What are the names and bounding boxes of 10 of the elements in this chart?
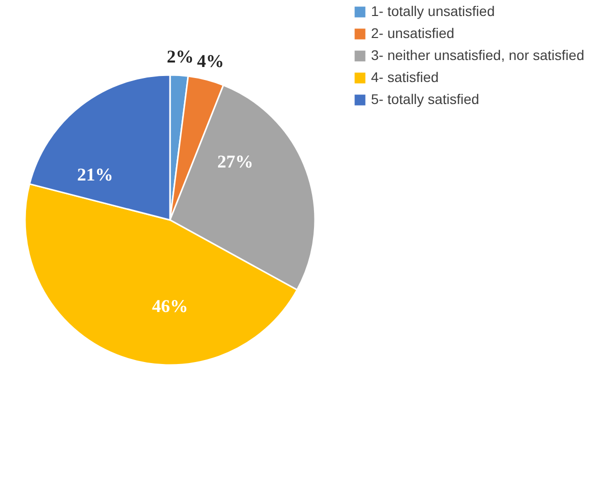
data-label: 2% [166, 46, 194, 66]
data-label: 27% [217, 151, 254, 172]
legend-label: 1- totally unsatisfied [371, 3, 495, 19]
data-label: 46% [152, 296, 188, 316]
legend-label: 2- unsatisfied [371, 25, 454, 41]
legend-label: 4- satisfied [371, 69, 439, 85]
legend-label: 3- neither unsatisfied, nor satisfied [371, 47, 584, 63]
legend-label: 5- totally satisfied [371, 91, 480, 107]
data-label: 4% [197, 51, 224, 72]
data-label: 21% [77, 164, 114, 185]
